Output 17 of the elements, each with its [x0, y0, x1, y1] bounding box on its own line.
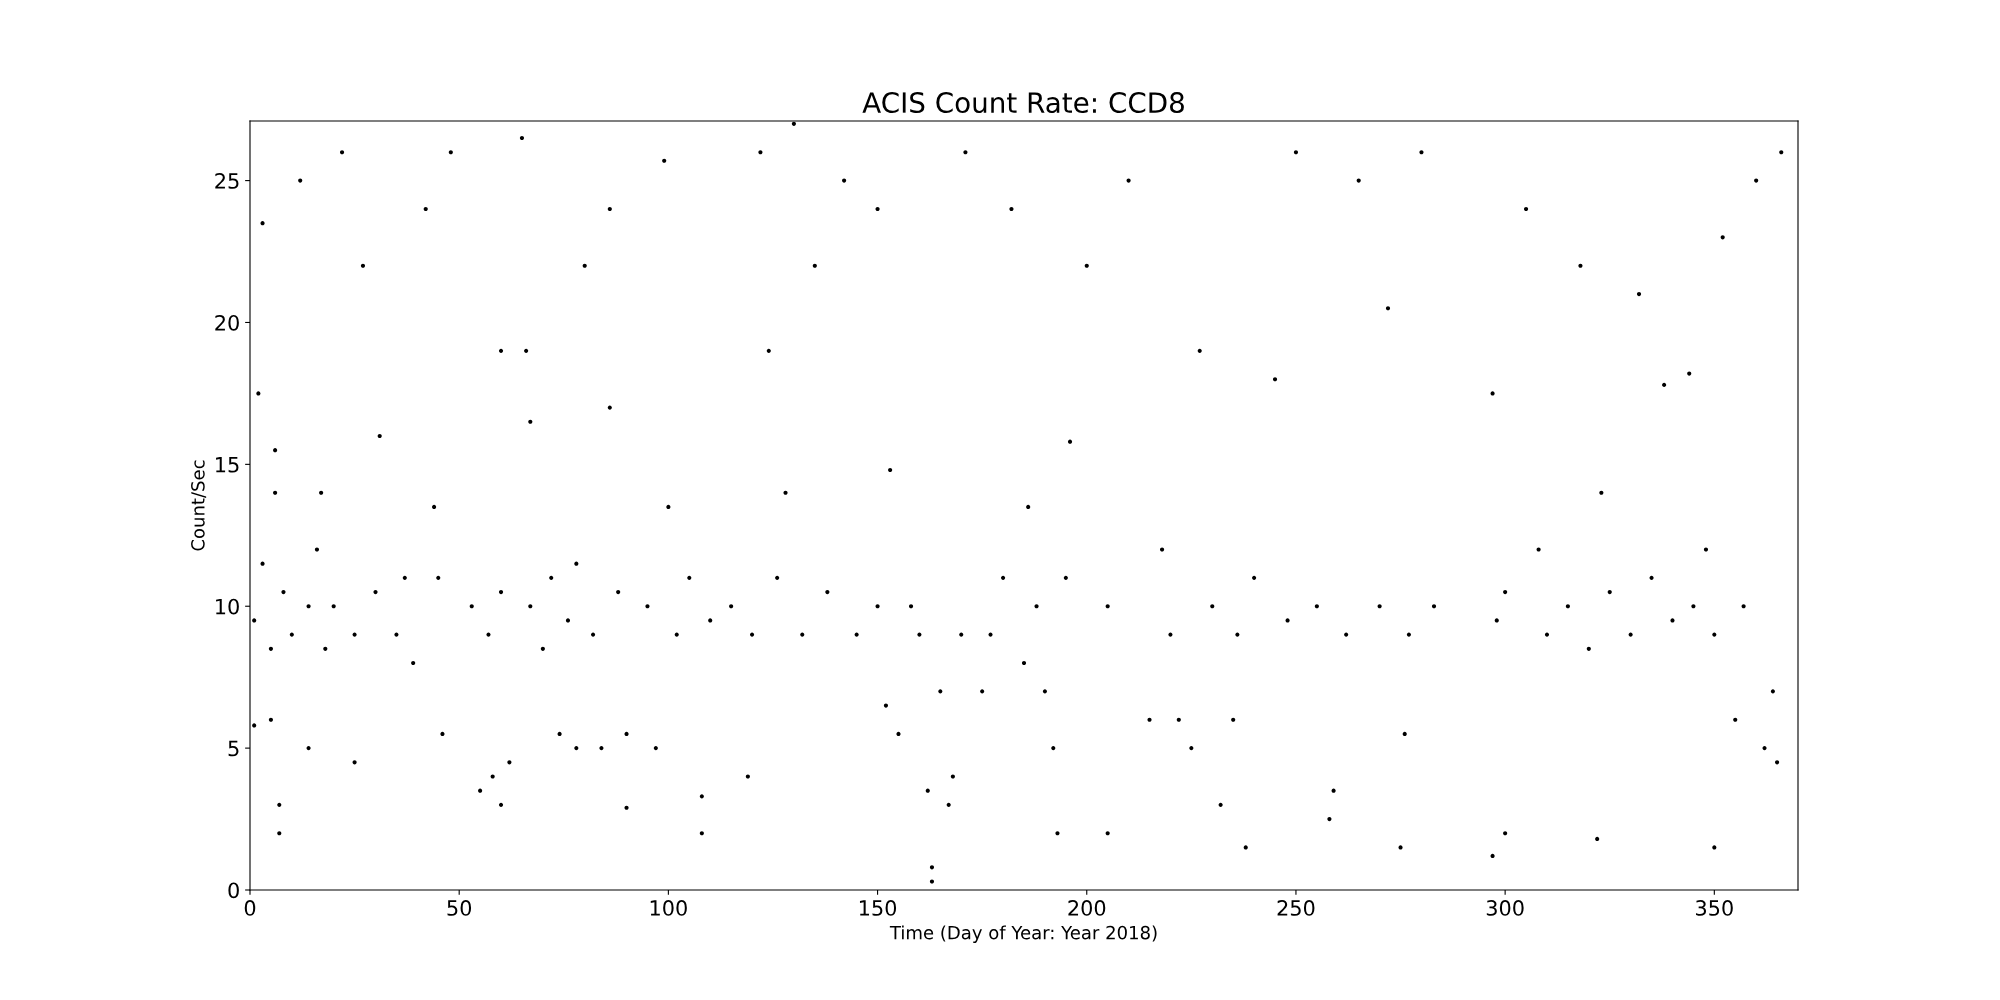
- y-tick-label: 0: [228, 882, 239, 899]
- y-tick-label: 25: [215, 173, 239, 189]
- x-tick-label: 150: [859, 900, 897, 916]
- chart-title: ACIS Count Rate: CCD8: [862, 92, 1184, 114]
- x-tick-label: 250: [1277, 900, 1315, 916]
- y-tick-label: 10: [216, 598, 239, 615]
- x-tick-label: 0: [244, 900, 256, 916]
- y-tick-label: 15: [216, 457, 239, 473]
- y-tick-label: 5: [228, 740, 239, 757]
- x-tick-label: 350: [1696, 900, 1733, 916]
- x-axis-title: Time (Day of Year: Year 2018): [889, 925, 1157, 943]
- x-tick-label: 300: [1486, 900, 1524, 916]
- x-tick-label: 100: [650, 900, 687, 916]
- y-axis-title: Count/Sec: [191, 460, 207, 551]
- y-tick-label: 20: [215, 314, 239, 331]
- x-tick-label: 200: [1068, 900, 1106, 916]
- x-tick-label: 50: [447, 900, 472, 916]
